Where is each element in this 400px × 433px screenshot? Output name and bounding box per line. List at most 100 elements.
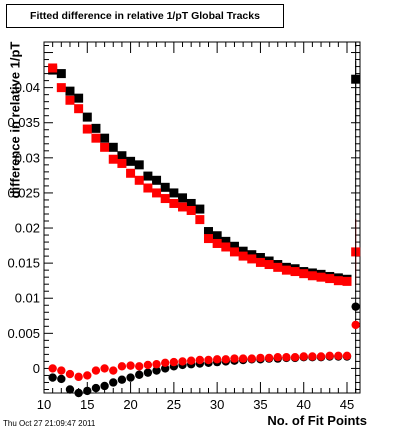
data-point-square: [307, 271, 317, 281]
x-tick-label: 25: [167, 397, 181, 412]
data-point-circle: [325, 351, 334, 360]
data-point-square: [91, 123, 101, 133]
data-point-circle: [299, 352, 308, 361]
data-point-circle: [334, 351, 343, 360]
data-point-circle: [161, 358, 170, 368]
data-point-square: [143, 171, 153, 181]
data-point-circle: [169, 357, 179, 367]
data-point-square: [117, 151, 127, 161]
data-point-square: [74, 104, 84, 114]
data-point-square: [56, 69, 66, 79]
data-point-square: [108, 154, 118, 164]
data-point-square: [281, 265, 291, 275]
data-point-square: [65, 86, 75, 96]
timestamp-label: Thu Oct 27 21:09:47 2011: [3, 419, 96, 428]
data-point-square: [195, 215, 205, 225]
x-tick-label: 15: [80, 397, 94, 412]
y-tick-label: 0.01: [15, 291, 40, 306]
x-axis-label: No. of Fit Points: [267, 413, 367, 428]
data-point-square: [100, 133, 110, 143]
data-point-circle: [238, 354, 248, 363]
y-tick-label: 0.005: [7, 326, 40, 341]
data-point-circle: [273, 352, 282, 362]
data-point-square: [100, 142, 110, 152]
data-point-square: [91, 133, 101, 143]
y-tick-label: 0.03: [15, 150, 40, 165]
data-point-circle: [143, 368, 153, 377]
x-tick-label: 10: [37, 397, 51, 412]
data-point-circle: [282, 352, 291, 362]
data-point-circle: [48, 364, 57, 373]
data-point-circle: [256, 353, 265, 363]
data-point-square: [169, 198, 179, 208]
data-point-square: [126, 168, 136, 178]
data-point-square: [238, 251, 248, 261]
data-point-square: [56, 83, 66, 93]
data-point-circle: [195, 355, 205, 365]
data-point-square: [299, 269, 309, 279]
data-point-square: [178, 202, 188, 212]
data-point-square: [212, 238, 222, 248]
data-point-circle: [91, 383, 101, 393]
data-point-circle: [351, 320, 360, 330]
data-point-circle: [221, 355, 231, 364]
data-point-circle: [48, 373, 57, 382]
data-point-square: [203, 227, 213, 237]
data-point-square: [126, 156, 136, 166]
data-point-circle: [342, 351, 352, 360]
y-tick-label: 0.04: [15, 80, 40, 95]
data-point-circle: [351, 302, 360, 311]
data-point-square: [212, 231, 222, 241]
data-point-square: [229, 247, 239, 257]
data-point-square: [290, 267, 300, 277]
data-point-circle: [74, 372, 83, 382]
data-point-square: [342, 276, 352, 286]
chart-title: Fitted difference in relative 1/pT Globa…: [6, 4, 284, 28]
data-point-square: [316, 272, 326, 282]
data-point-square: [48, 63, 58, 73]
data-point-circle: [264, 353, 274, 363]
data-point-circle: [135, 370, 144, 379]
data-point-square: [195, 204, 205, 214]
x-tick-label: 35: [253, 397, 267, 412]
data-point-square: [221, 242, 231, 252]
data-point-square: [255, 253, 265, 263]
data-point-circle: [83, 386, 92, 396]
data-point-circle: [109, 378, 118, 387]
data-point-circle: [117, 362, 127, 371]
data-point-square: [117, 158, 127, 168]
data-point-circle: [117, 375, 127, 384]
data-point-circle: [204, 355, 213, 365]
data-point-circle: [65, 385, 75, 394]
data-point-square: [186, 198, 196, 208]
data-point-circle: [83, 371, 92, 380]
data-point-square: [134, 175, 144, 185]
data-point-square: [273, 262, 283, 272]
data-point-square: [169, 188, 179, 198]
data-point-square: [82, 124, 92, 134]
data-point-square: [186, 205, 196, 215]
y-tick-label: 0.025: [7, 185, 40, 200]
y-tick-label: 0.035: [7, 115, 40, 130]
data-point-square: [152, 188, 162, 198]
x-tick-label: 20: [123, 397, 137, 412]
data-point-circle: [109, 366, 118, 375]
data-point-square: [134, 160, 144, 170]
data-point-circle: [74, 388, 83, 398]
data-point-circle: [230, 354, 239, 363]
data-point-square: [160, 182, 170, 192]
data-point-square: [255, 257, 265, 267]
data-point-circle: [143, 360, 153, 370]
data-point-square: [229, 241, 239, 251]
data-point-circle: [178, 357, 187, 366]
data-point-circle: [57, 366, 66, 375]
data-point-square: [247, 254, 257, 264]
data-point-square: [178, 193, 188, 203]
data-point-circle: [126, 361, 135, 370]
data-point-circle: [186, 356, 196, 365]
y-tick-label: 0.02: [15, 221, 40, 236]
data-point-circle: [57, 374, 66, 384]
data-point-square: [203, 234, 213, 244]
data-point-square: [160, 194, 170, 204]
